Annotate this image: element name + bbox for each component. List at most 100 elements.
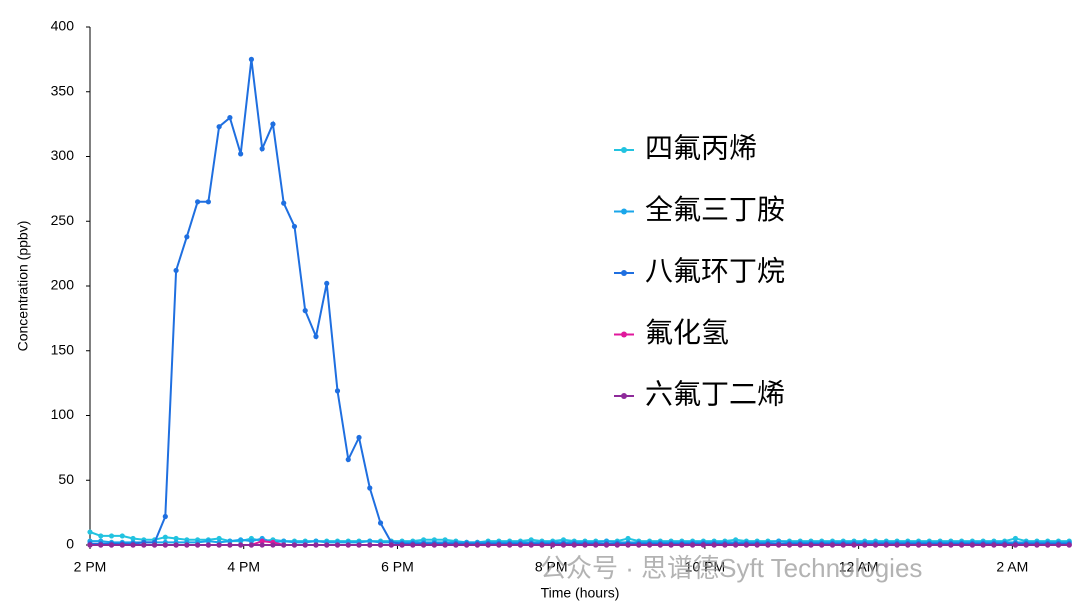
data-point: [743, 542, 750, 548]
x-tick-label: 2 AM: [996, 559, 1028, 575]
data-point: [894, 542, 900, 548]
data-point: [926, 542, 932, 548]
data-point: [464, 542, 470, 548]
data-point: [442, 542, 448, 548]
data-point: [270, 542, 276, 548]
legend-marker: [621, 147, 627, 153]
data-point: [334, 542, 341, 548]
data-point: [453, 542, 459, 548]
x-tick-label: 6 PM: [381, 559, 414, 575]
data-point: [582, 542, 588, 548]
data-point: [119, 542, 125, 548]
data-point: [1034, 542, 1040, 548]
data-point: [98, 533, 104, 539]
data-point: [496, 542, 502, 548]
x-tick-label: 4 PM: [227, 559, 260, 575]
data-point: [238, 542, 244, 548]
data-point: [248, 542, 255, 548]
data-point: [108, 542, 115, 548]
series-line: [90, 59, 1070, 545]
data-point: [872, 542, 879, 548]
data-point: [238, 537, 244, 543]
data-point: [517, 542, 524, 548]
data-point: [141, 542, 147, 548]
legend-label: 氟化氢: [645, 316, 729, 349]
legend-marker: [621, 208, 627, 215]
data-point: [937, 542, 943, 548]
data-point: [991, 542, 997, 548]
y-tick-label: 100: [51, 406, 75, 422]
legend-marker: [621, 393, 627, 399]
data-point: [205, 538, 211, 544]
data-point: [431, 542, 437, 548]
data-point: [808, 542, 814, 548]
x-tick-label: 10 PM: [685, 559, 725, 575]
data-point: [959, 542, 965, 548]
legend-label: 全氟三丁胺: [645, 193, 785, 226]
data-point: [195, 199, 201, 205]
data-point: [560, 542, 567, 548]
data-point: [162, 542, 168, 548]
data-point: [657, 542, 663, 548]
data-point: [238, 151, 244, 157]
data-point: [87, 529, 93, 535]
data-point: [367, 485, 373, 491]
data-point: [173, 535, 179, 542]
data-point: [119, 533, 125, 539]
data-point: [1066, 542, 1072, 548]
y-tick-label: 350: [51, 82, 75, 98]
data-point: [259, 542, 265, 548]
data-point: [205, 542, 211, 548]
y-tick-label: 0: [66, 536, 74, 552]
data-point: [281, 538, 287, 544]
data-point: [485, 542, 491, 548]
data-point: [646, 542, 653, 548]
data-point: [227, 538, 233, 544]
data-point: [184, 234, 190, 240]
data-point: [356, 542, 362, 548]
data-point: [539, 542, 545, 548]
legend-label: 八氟环丁烷: [645, 255, 785, 288]
data-point: [173, 542, 179, 548]
data-point: [302, 308, 308, 314]
x-tick-label: 12 AM: [839, 559, 879, 575]
data-point: [388, 542, 394, 548]
watermark: 公众号 · 思谱德Syft Technologies: [540, 553, 922, 583]
data-point: [151, 542, 158, 548]
data-point: [162, 513, 168, 520]
data-point: [883, 542, 889, 548]
data-point: [550, 542, 556, 548]
data-point: [367, 542, 373, 548]
data-point: [345, 456, 351, 463]
data-point: [313, 333, 319, 340]
legend-marker: [621, 331, 627, 338]
data-point: [690, 542, 696, 548]
data-point: [281, 200, 287, 206]
data-point: [291, 542, 298, 548]
data-point: [334, 388, 341, 394]
data-point: [786, 542, 793, 548]
data-point: [162, 534, 168, 540]
data-point: [420, 542, 427, 548]
data-point: [248, 56, 255, 62]
y-tick-label: 200: [51, 277, 75, 293]
data-point: [281, 542, 287, 548]
data-point: [722, 542, 728, 548]
y-tick-label: 50: [58, 471, 74, 487]
data-point: [862, 542, 868, 548]
data-point: [377, 542, 384, 548]
data-point: [313, 538, 319, 544]
legend-label: 六氟丁二烯: [645, 378, 785, 411]
data-point: [291, 223, 298, 230]
data-point: [1002, 542, 1008, 548]
data-point: [507, 542, 513, 548]
data-point: [571, 542, 577, 548]
data-point: [603, 542, 610, 548]
data-point: [270, 121, 276, 127]
data-point: [969, 542, 975, 548]
data-point: [819, 542, 825, 548]
data-point: [980, 542, 986, 548]
data-point: [776, 542, 782, 548]
data-point: [313, 542, 319, 548]
